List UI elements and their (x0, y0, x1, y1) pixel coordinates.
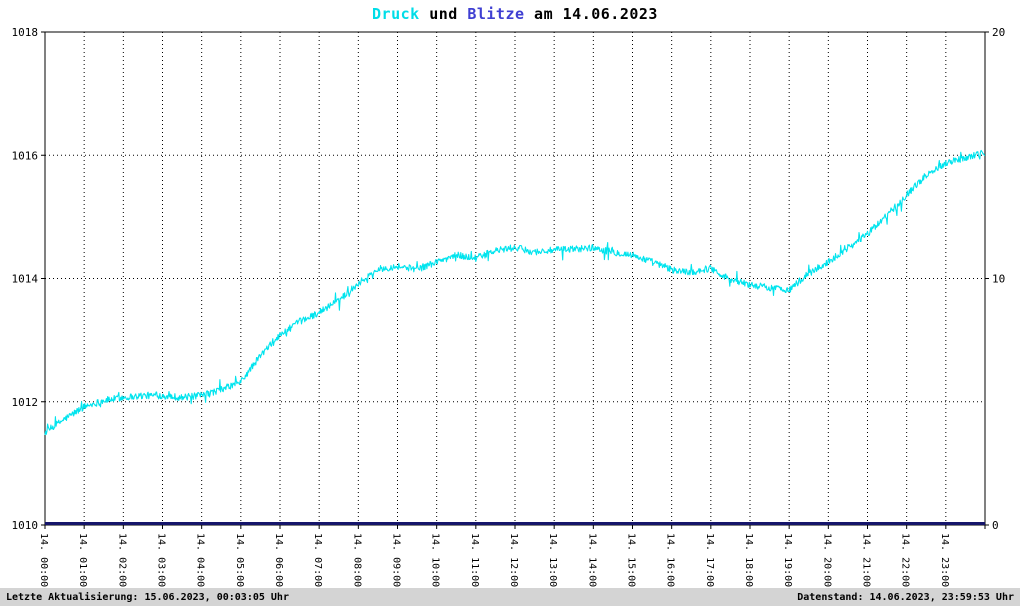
last-update-text: Letzte Aktualisierung: 15.06.2023, 00:03… (6, 591, 289, 603)
x-axis-label: 14. 06:00 (273, 533, 284, 587)
title-blitze: Blitze (467, 5, 525, 23)
x-axis-label: 14. 12:00 (508, 533, 519, 587)
title-und: und (419, 5, 468, 23)
x-axis-label: 14. 00:00 (38, 533, 49, 587)
series-druck (44, 149, 986, 436)
x-axis-label: 14. 14:00 (586, 533, 597, 587)
y-axis-labels-left: 1010 1012 1014 1016 1018 (12, 26, 39, 532)
x-axis-label: 14. 17:00 (704, 533, 715, 587)
x-axis-label: 14. 03:00 (156, 533, 167, 587)
y-axis-label-left: 1018 (12, 26, 39, 39)
x-axis-label: 14. 21:00 (861, 533, 872, 587)
x-axis-label: 14. 04:00 (195, 533, 206, 587)
x-axis-label: 14. 13:00 (547, 533, 558, 587)
x-axis-label: 14. 02:00 (116, 533, 127, 587)
title-druck: Druck (372, 5, 420, 23)
x-axis-label: 14. 05:00 (234, 533, 245, 587)
gridlines (45, 32, 985, 525)
x-axis-label: 14. 22:00 (900, 533, 911, 587)
x-axis-label: 14. 18:00 (743, 533, 754, 587)
y-axis-labels-right: 0 10 20 (992, 26, 1005, 532)
x-axis-label: 14. 19:00 (782, 533, 793, 587)
x-axis-label: 14. 09:00 (391, 533, 402, 587)
x-axis-label: 14. 20:00 (821, 533, 832, 587)
chart-title: Druck und Blitze am 14.06.2023 (45, 5, 985, 23)
x-axis-label: 14. 10:00 (430, 533, 441, 587)
axis-ticks (41, 31, 989, 529)
y-axis-label-left: 1016 (12, 149, 39, 162)
y-axis-label-right: 20 (992, 26, 1005, 39)
y-axis-label-right: 0 (992, 519, 999, 532)
x-axis-label: 14. 11:00 (469, 533, 480, 587)
x-axis-label: 14. 23:00 (939, 533, 950, 587)
y-axis-label-left: 1012 (12, 396, 39, 409)
x-axis-label: 14. 01:00 (77, 533, 88, 587)
y-axis-label-left: 1014 (12, 273, 39, 286)
plot-border (44, 31, 986, 526)
y-axis-label-left: 1010 (12, 519, 39, 532)
y-axis-label-right: 10 (992, 273, 1005, 286)
x-axis-label: 14. 07:00 (312, 533, 323, 587)
x-axis-labels: 14. 00:00 14. 01:00 14. 02:00 14. 03:00 14. … (38, 533, 950, 587)
x-axis-label: 14. 08:00 (351, 533, 362, 587)
data-timestamp-text: Datenstand: 14.06.2023, 23:59:53 Uhr (797, 591, 1014, 603)
title-date: am 14.06.2023 (524, 5, 658, 23)
x-axis-label: 14. 15:00 (626, 533, 637, 587)
x-axis-label: 14. 16:00 (665, 533, 676, 587)
status-bar: Letzte Aktualisierung: 15.06.2023, 00:03… (0, 588, 1020, 606)
